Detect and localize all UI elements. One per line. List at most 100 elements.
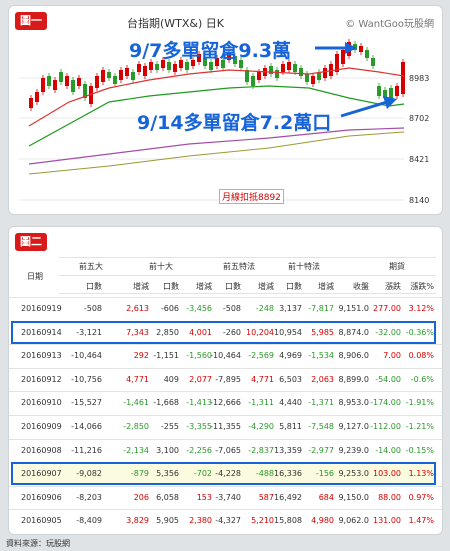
table-cell: -54.00: [375, 374, 401, 384]
arrow-bottom: [340, 96, 397, 118]
table-cell: -1,534: [308, 351, 334, 361]
table-cell: 277.00: [373, 304, 401, 313]
table-cell: 5,356: [156, 469, 179, 479]
table-cell: -7,817: [308, 304, 334, 313]
table-cell: -15,527: [71, 398, 102, 408]
table-cell: -2,134: [123, 445, 149, 455]
column-header: 口數: [86, 282, 102, 291]
table-cell: -1,311: [248, 398, 274, 408]
table-cell: -4,327: [215, 516, 241, 526]
table-cell: -2,837: [248, 445, 274, 455]
table-cell: 1.47%: [408, 516, 434, 526]
table-cell: 1.13%: [408, 469, 434, 479]
table-panel: 圖二 前五大 前十大 前五特法 前十特法 期貨 日期 口數 增減 口數 增減 口數 增減 口數 增減 收盤 漲…: [8, 226, 443, 535]
table-cell: 5,210: [251, 516, 274, 526]
table-cell: -0.6%: [410, 374, 434, 384]
table-cell: 7,343: [126, 327, 149, 337]
table-cell: 0.97%: [408, 492, 434, 502]
table-cell: -1,371: [308, 398, 334, 408]
table-cell: -508: [83, 304, 102, 313]
annotation-sep14: 9/14多單留倉7.2萬口: [137, 112, 332, 134]
table-cell: -606: [160, 304, 179, 313]
table-cell: 4,440: [279, 398, 302, 408]
group-header: 前五大: [79, 262, 103, 271]
group-header: 前五特法: [223, 262, 255, 271]
row-date: 20160910: [21, 398, 62, 408]
table-cell: -879: [130, 469, 149, 479]
table-cell: 3,100: [156, 445, 179, 455]
row-date: 20160909: [21, 422, 62, 431]
table-cell: -112.00: [370, 422, 401, 431]
table-cell: 131.00: [373, 516, 401, 526]
table-cell: -255: [160, 422, 179, 431]
table-cell: -14,066: [71, 422, 102, 431]
column-header: 口數: [225, 282, 241, 291]
row-date: 20160914: [21, 327, 62, 337]
row-date: 20160908: [21, 445, 62, 455]
table-cell: 13,359: [274, 445, 302, 455]
candles: [29, 39, 405, 111]
arrow-top: [315, 42, 357, 54]
table-cell: -1,151: [153, 351, 179, 361]
table-cell: -11,216: [71, 445, 102, 455]
table-cell: 8,906.0: [338, 351, 369, 361]
table-cell: 206: [133, 492, 149, 502]
y-tick: 8421: [409, 155, 430, 164]
table-row: [9, 438, 442, 463]
table-cell: 5,985: [311, 327, 334, 337]
chart-panel: 圖一 台指期(WTX&) 日K © WantGoo玩股網 9/7多單留倉9.3萬…: [8, 5, 443, 215]
y-tick: 8140: [409, 196, 430, 205]
figure1-tag: 圖一: [15, 12, 47, 30]
table-cell: 88.00: [378, 492, 401, 502]
column-header: 漲跌: [385, 282, 401, 291]
table-cell: -1,560: [186, 351, 212, 361]
table-cell: -7,065: [215, 445, 241, 455]
table-cell: 4,771: [251, 374, 274, 384]
table-cell: 4,980: [311, 516, 334, 526]
table-cell: 10,204: [246, 327, 274, 337]
column-header: 漲跌%: [410, 282, 434, 291]
row-date: 20160906: [21, 492, 62, 502]
group-header: 前十特法: [288, 262, 320, 271]
table-cell: 292: [133, 351, 149, 361]
group-header: 前十大: [149, 262, 173, 271]
table-cell: 3,137: [279, 304, 302, 313]
y-tick: 8983: [409, 74, 430, 83]
column-header: 增減: [318, 282, 334, 291]
table-cell: -32.00: [375, 327, 401, 337]
ma-line-purple: [28, 127, 405, 165]
table-cell: -11,355: [210, 422, 241, 431]
table-cell: -3,121: [76, 327, 102, 337]
table-row: [11, 320, 436, 344]
annotation-sep7: 9/7多單留倉9.3萬: [129, 40, 292, 62]
table-cell: 2,063: [311, 374, 334, 384]
table-cell: -8,409: [76, 516, 102, 526]
table-cell: -1,668: [153, 398, 179, 408]
table-cell: 2,077: [189, 374, 212, 384]
table-cell: -7,548: [308, 422, 334, 431]
table-cell: -1.91%: [405, 398, 434, 408]
source-note: 資料來源：玩股網: [6, 539, 70, 548]
table-cell: 10,954: [274, 327, 302, 337]
table-cell: -4,228: [215, 469, 241, 479]
watermark: © WantGoo玩股網: [345, 19, 434, 30]
table-cell: -3,740: [215, 492, 241, 502]
table-cell: 3,829: [126, 516, 149, 526]
table-cell: -3,355: [186, 422, 212, 431]
table-cell: 2,850: [156, 327, 179, 337]
table-cell: 587: [258, 492, 274, 502]
table-row: [9, 509, 442, 533]
table-row: [9, 344, 442, 368]
row-date: 20160905: [21, 516, 62, 526]
table-cell: 5,811: [279, 422, 302, 431]
column-header: 增減: [258, 282, 274, 291]
table-cell: 6,058: [156, 492, 179, 502]
table-cell: -260: [222, 327, 241, 337]
table-cell: -248: [255, 304, 274, 313]
table-cell: 16,336: [274, 469, 302, 479]
table-cell: -10,464: [71, 351, 102, 361]
table-cell: -0.15%: [405, 445, 434, 455]
table-cell: 3.12%: [408, 304, 434, 313]
column-header: 增減: [196, 282, 212, 291]
table-cell: 16,492: [274, 492, 302, 502]
